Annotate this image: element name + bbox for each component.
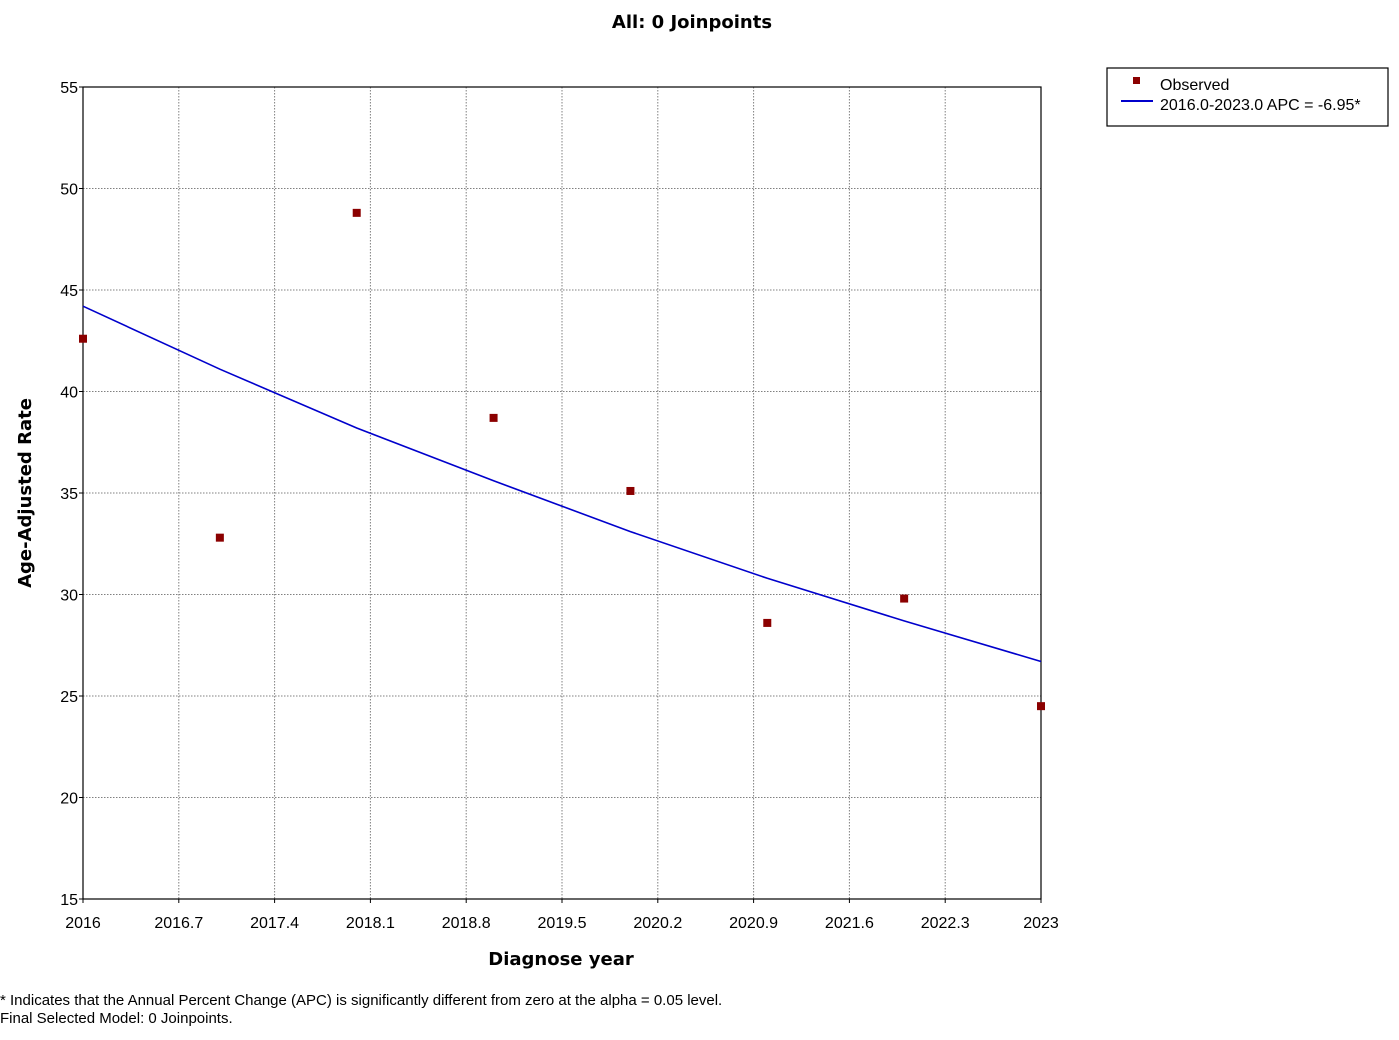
y-tick-label: 50 xyxy=(60,182,78,199)
y-tick-label: 55 xyxy=(60,80,78,97)
fitted-trend-line-group xyxy=(82,305,1042,663)
y-axis-label: Age-Adjusted Rate xyxy=(15,398,36,588)
x-tick-label: 2021.6 xyxy=(825,915,874,932)
chart-title: All: 0 Joinpoints xyxy=(612,12,772,33)
legend-fit-label: 2016.0-2023.0 APC = -6.95* xyxy=(1160,97,1361,114)
x-tick-label: 2019.5 xyxy=(538,915,587,932)
x-tick-label: 2018.8 xyxy=(442,915,491,932)
y-tick-label: 40 xyxy=(60,385,78,402)
legend-observed-marker xyxy=(1133,77,1140,84)
observed-points-group xyxy=(79,208,1045,711)
footnote-significance: * Indicates that the Annual Percent Chan… xyxy=(0,992,723,1009)
y-tick-label: 20 xyxy=(60,791,78,808)
x-tick-label: 2016 xyxy=(65,915,101,932)
y-axis-ticks: 15 20 25 30 35 40 45 50 55 xyxy=(60,80,83,909)
y-tick-label: 45 xyxy=(60,283,78,300)
x-tick-label: 2023 xyxy=(1023,915,1059,932)
legend-box xyxy=(1106,67,1389,127)
x-axis-ticks: 2016 2016.7 2017.4 2018.1 2018.8 2019.5 2020.2… xyxy=(65,899,1059,932)
y-tick-label: 30 xyxy=(60,588,78,605)
legend-observed-label: Observed xyxy=(1160,77,1229,94)
footnote-final-model: Final Selected Model: 0 Joinpoints. xyxy=(0,1010,233,1027)
x-tick-label: 2022.3 xyxy=(921,915,970,932)
y-tick-label: 15 xyxy=(60,892,78,909)
y-tick-label: 35 xyxy=(60,486,78,503)
x-tick-label: 2020.9 xyxy=(729,915,778,932)
x-tick-label: 2018.1 xyxy=(346,915,395,932)
fitted-trend-line xyxy=(82,305,1042,663)
observed-point xyxy=(215,533,224,542)
x-tick-label: 2020.2 xyxy=(633,915,682,932)
observed-point xyxy=(79,334,87,343)
x-axis-label: Diagnose year xyxy=(488,949,634,970)
chart-legend: Observed 2016.0-2023.0 APC = -6.95* xyxy=(1106,67,1389,127)
observed-point xyxy=(763,618,772,627)
grid-lines xyxy=(83,87,1041,899)
observed-point xyxy=(900,594,909,603)
observed-point xyxy=(489,413,498,422)
observed-point xyxy=(626,486,635,495)
observed-point xyxy=(1037,702,1045,711)
y-tick-label: 25 xyxy=(60,689,78,706)
x-tick-label: 2016.7 xyxy=(154,915,203,932)
x-tick-label: 2017.4 xyxy=(250,915,299,932)
observed-point xyxy=(352,208,361,217)
